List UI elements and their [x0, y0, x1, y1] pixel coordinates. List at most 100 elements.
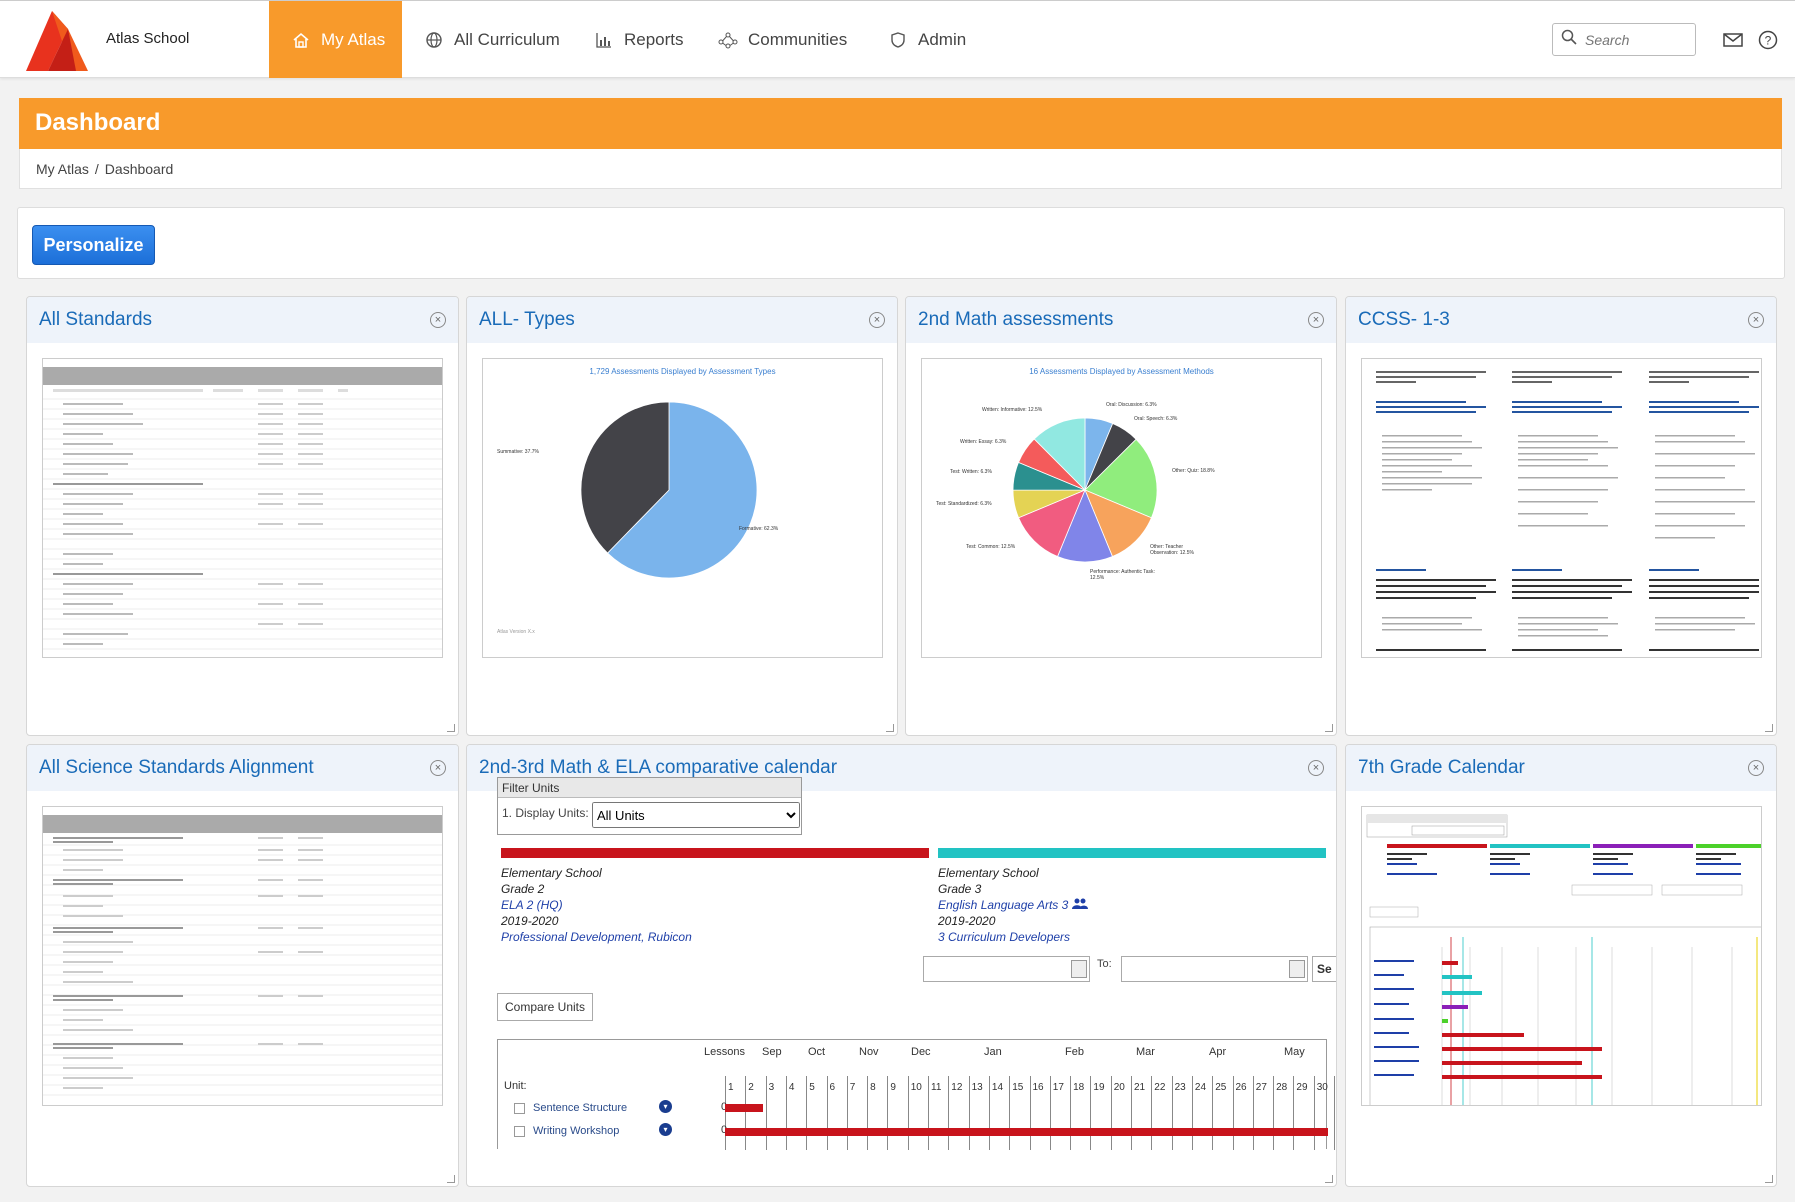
- card-title[interactable]: All Science Standards Alignment: [39, 757, 314, 778]
- page-title: Dashboard: [35, 109, 161, 136]
- mail-icon[interactable]: [1722, 29, 1744, 51]
- nav-my-atlas[interactable]: My Atlas: [269, 1, 402, 78]
- unit-checkbox[interactable]: [514, 1125, 525, 1137]
- day-divider: [1009, 1076, 1011, 1150]
- day-divider: [1070, 1076, 1072, 1150]
- card-title[interactable]: 2nd-3rd Math & ELA comparative calendar: [479, 757, 838, 778]
- nav-admin[interactable]: Admin: [888, 1, 966, 78]
- resize-handle[interactable]: [1325, 724, 1333, 732]
- unit-row[interactable]: Writing Workshop: [514, 1125, 619, 1137]
- day-divider: [806, 1076, 808, 1150]
- teachers-link[interactable]: Professional Development, Rubicon: [501, 930, 692, 944]
- compare-units-button[interactable]: Compare Units: [497, 993, 593, 1021]
- day-divider: [785, 1076, 787, 1150]
- unit-bar[interactable]: [725, 1128, 1328, 1136]
- card-title[interactable]: All Standards: [39, 309, 153, 330]
- close-icon[interactable]: ×: [1748, 312, 1764, 328]
- report-thumbnail[interactable]: [1361, 358, 1762, 658]
- close-icon[interactable]: ×: [430, 760, 446, 776]
- atlas-logo[interactable]: [18, 7, 96, 73]
- day-label: 11: [931, 1082, 942, 1093]
- resize-handle[interactable]: [1765, 724, 1773, 732]
- personalize-button[interactable]: Personalize: [32, 225, 155, 265]
- date-to-input[interactable]: [1121, 956, 1308, 982]
- day-divider: [1293, 1076, 1295, 1150]
- lessons-header: Lessons: [704, 1046, 745, 1058]
- day-label: 2: [748, 1082, 754, 1093]
- slice-label-formative: Formative: 62.3%: [739, 526, 779, 532]
- nav-reports[interactable]: Reports: [594, 1, 684, 78]
- globe-icon: [424, 30, 444, 50]
- card-title[interactable]: ALL- Types: [479, 309, 575, 330]
- display-units-label: 1. Display Units:: [502, 806, 589, 820]
- unit-row[interactable]: Sentence Structure: [514, 1102, 627, 1114]
- course-link[interactable]: English Language Arts 3: [938, 897, 1088, 913]
- calendar-icon[interactable]: [1289, 960, 1305, 978]
- breadcrumb-my-atlas[interactable]: My Atlas: [36, 161, 89, 177]
- unit-checkbox[interactable]: [514, 1102, 525, 1114]
- nav-label: Admin: [918, 29, 967, 49]
- set-button[interactable]: Se: [1312, 956, 1336, 982]
- lessons-count: 0: [721, 1101, 727, 1113]
- chevron-down-icon[interactable]: ▾: [659, 1100, 672, 1113]
- report-thumbnail[interactable]: [42, 358, 443, 658]
- calendar-icon[interactable]: [1071, 960, 1087, 978]
- home-icon: [291, 30, 311, 50]
- unit-header: Unit:: [504, 1080, 527, 1092]
- day-label: 17: [1052, 1082, 1064, 1093]
- help-icon[interactable]: ?: [1757, 29, 1779, 51]
- month-label: Mar: [1136, 1046, 1155, 1058]
- day-divider: [1252, 1076, 1254, 1150]
- nav-label: Reports: [624, 29, 684, 49]
- month-label: Nov: [859, 1046, 879, 1058]
- search-input[interactable]: [1585, 31, 1685, 48]
- day-label: 27: [1255, 1082, 1267, 1093]
- bar-chart-icon: [594, 30, 614, 50]
- resize-handle[interactable]: [886, 724, 894, 732]
- day-divider: [907, 1076, 909, 1150]
- day-label: 6: [829, 1082, 836, 1093]
- pie-slice-summative[interactable]: [580, 401, 670, 554]
- close-icon[interactable]: ×: [1748, 760, 1764, 776]
- display-units-select[interactable]: All Units: [592, 802, 800, 828]
- card-title[interactable]: 2nd Math assessments: [918, 309, 1114, 330]
- day-divider: [1334, 1076, 1335, 1150]
- slice-label: Oral: Speech: 6.3%: [1134, 416, 1178, 422]
- calendar-thumbnail[interactable]: [1361, 806, 1762, 1106]
- close-icon[interactable]: ×: [869, 312, 885, 328]
- course-link[interactable]: ELA 2 (HQ): [501, 898, 563, 912]
- slice-label: Written: Informative: 12.5%: [982, 407, 1043, 413]
- day-divider: [867, 1076, 869, 1150]
- nav-all-curriculum[interactable]: All Curriculum: [424, 1, 560, 78]
- resize-handle[interactable]: [447, 1175, 455, 1183]
- card-title[interactable]: 7th Grade Calendar: [1358, 757, 1525, 778]
- pie-slice-other-quiz[interactable]: [1084, 438, 1158, 519]
- report-thumbnail[interactable]: [42, 806, 443, 1106]
- pie-slice-written-informative[interactable]: [1033, 417, 1086, 491]
- resize-handle[interactable]: [1325, 1175, 1333, 1183]
- close-icon[interactable]: ×: [1308, 760, 1324, 776]
- day-divider: [928, 1076, 929, 1150]
- day-divider: [1232, 1076, 1234, 1150]
- teachers-link[interactable]: 3 Curriculum Developers: [938, 930, 1071, 944]
- close-icon[interactable]: ×: [430, 312, 446, 328]
- card-title[interactable]: CCSS- 1-3: [1358, 309, 1450, 330]
- close-icon[interactable]: ×: [1308, 312, 1324, 328]
- resize-handle[interactable]: [1765, 1175, 1773, 1183]
- resize-handle[interactable]: [447, 724, 455, 732]
- unit-bar[interactable]: [725, 1104, 763, 1112]
- month-label: Jan: [984, 1046, 1002, 1058]
- slice-label: Written: Essay: 6.3%: [960, 439, 1007, 445]
- day-divider: [1029, 1076, 1031, 1150]
- month-label: May: [1284, 1046, 1305, 1058]
- nav-communities[interactable]: Communities: [718, 1, 847, 78]
- chart-thumbnail[interactable]: 1,729 Assessments Displayed by Assessmen…: [482, 358, 883, 658]
- chart-thumbnail[interactable]: 16 Assessments Displayed by Assessment M…: [921, 358, 1322, 658]
- chevron-down-icon[interactable]: ▾: [659, 1123, 672, 1136]
- day-divider: [846, 1076, 848, 1150]
- day-divider: [968, 1076, 970, 1150]
- pie-slice-formative[interactable]: [606, 401, 758, 579]
- date-from-input[interactable]: [923, 956, 1090, 982]
- search-box[interactable]: [1552, 23, 1696, 56]
- day-label: 29: [1296, 1082, 1308, 1093]
